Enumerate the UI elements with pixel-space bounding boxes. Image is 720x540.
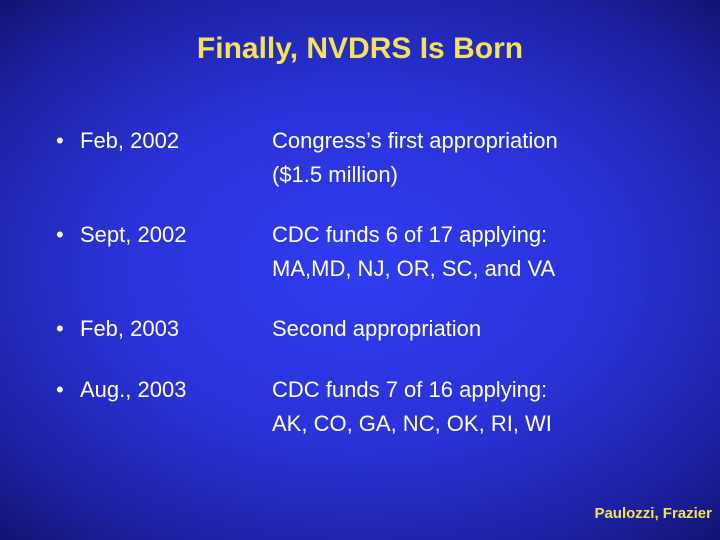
item-description: CDC funds 6 of 17 applying: MA,MD, NJ, OR…: [272, 218, 555, 286]
bullet: •: [56, 222, 64, 247]
bullet: •: [56, 316, 64, 341]
bullet: •: [56, 128, 64, 153]
item-date: Sept, 2002: [80, 222, 187, 247]
item-description: Second appropriation: [272, 312, 481, 346]
item-description: Congress’s first appropriation ($1.5 mill…: [272, 124, 558, 192]
item-description: CDC funds 7 of 16 applying: AK, CO, GA, N…: [272, 373, 552, 441]
description-line: MA,MD, NJ, OR, SC, and VA: [272, 256, 556, 281]
description-line: Second appropriation: [272, 316, 482, 341]
description-line: ($1.5 million): [272, 162, 398, 187]
description-line: Congress’s first appropriation: [272, 128, 558, 153]
description-line: CDC funds 7 of 16 applying:: [272, 377, 548, 402]
item-date: Feb, 2002: [80, 128, 180, 153]
description-line: CDC funds 6 of 17 applying:: [272, 222, 548, 247]
bullet: •: [56, 377, 64, 402]
description-line: AK, CO, GA, NC, OK, RI, WI: [272, 411, 552, 436]
item-date: Feb, 2003: [80, 316, 180, 341]
item-date: Aug., 2003: [80, 377, 187, 402]
slide-title: Finally, NVDRS Is Born: [196, 32, 524, 65]
author-credit: Paulozzi, Frazier: [594, 505, 712, 522]
